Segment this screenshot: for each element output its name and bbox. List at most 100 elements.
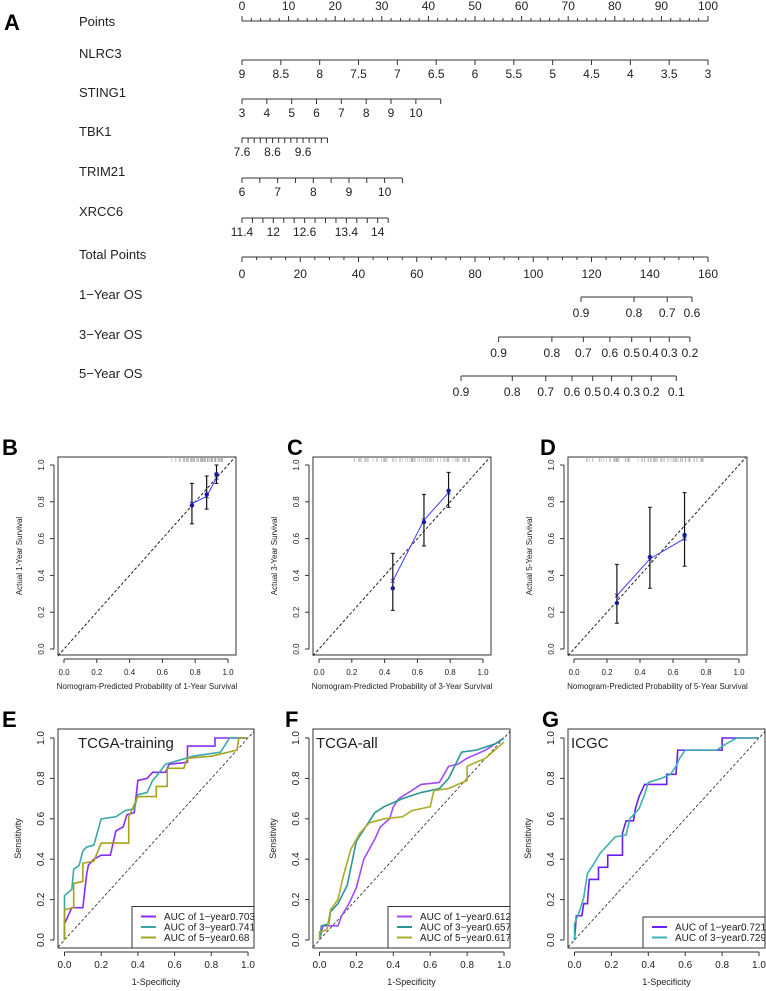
total-points-tick-label: 0 (239, 267, 246, 281)
plot-frame (567, 456, 748, 656)
points-tick-label: 30 (375, 0, 389, 13)
nlrc3-tick-label: 7 (394, 67, 401, 81)
points-tick-label: 40 (422, 0, 436, 13)
x-axis-title: Nomogram-Predicted Probability of 5-Year… (567, 682, 748, 691)
legend-box (642, 916, 766, 949)
x-tick-label: 0.0 (313, 668, 325, 677)
x-tick-label: 0.4 (124, 668, 136, 677)
panel-letter-f: F (285, 707, 298, 732)
os-3-year-tick-label: 0.9 (490, 346, 507, 360)
panel-letter-g: G (542, 707, 559, 732)
roc-curve-5-year (63, 737, 248, 940)
roc-curve-5-year (318, 741, 505, 940)
sting1-tick-label: 8 (363, 106, 370, 120)
x-tick-label: 0.2 (91, 668, 103, 677)
panel-f: 0.0 0.2 0.4 0.6 0.8 1.0 0.0 0.2 0.4 0.6 0.8 1.0 1-Sp… (268, 728, 511, 987)
x-tick-label: 0.2 (349, 960, 363, 971)
observed-point (214, 472, 219, 477)
observed-point (446, 488, 451, 493)
trim21-tick-label: 7 (274, 185, 281, 199)
x-tick-label: 0.8 (715, 960, 729, 971)
os-5-year-tick-label: 0.5 (584, 385, 601, 399)
legend-auc-value: 0.68 (230, 933, 250, 944)
x-tick-label: 0.8 (460, 960, 474, 971)
sting1-tick-label: 6 (313, 106, 320, 120)
points-tick-label: 70 (562, 0, 576, 13)
y-tick-label: 0.0 (37, 643, 46, 655)
plot-frame (567, 728, 766, 949)
row-label-os-1-year: 1−Year OS (79, 287, 143, 302)
x-axis-title: Nomogram-Predicted Probability of 1-Year… (57, 682, 238, 691)
row-label-os-5-year: 5−Year OS (79, 366, 143, 381)
y-tick-label: 0.6 (291, 811, 302, 825)
nlrc3-tick-label: 9 (239, 67, 246, 81)
total-points-tick-label: 140 (640, 267, 660, 281)
y-tick-label: 0.6 (546, 811, 557, 825)
legend-label: AUC of 3−year: (675, 933, 744, 944)
x-tick-label: 0.0 (58, 960, 72, 971)
tbk1-tick-label: 8.6 (264, 145, 281, 159)
os-5-year-tick-label: 0.3 (623, 385, 640, 399)
y-tick-label: 0.4 (37, 569, 46, 581)
os-3-year-tick-label: 0.5 (623, 346, 640, 360)
panel-d: 0.0 0.2 0.4 0.6 0.8 1.0 0.0 0.2 0.4 0.6 0.8 1.0 Nomo… (525, 456, 748, 691)
legend-label: AUC of 1−year: (164, 912, 233, 923)
os-5-year-tick-label: 0.1 (668, 385, 685, 399)
points-tick-label: 20 (329, 0, 343, 13)
row-label-nlrc3: NLRC3 (79, 46, 122, 61)
y-tick-label: 0.2 (547, 606, 556, 618)
reference-diagonal (567, 731, 766, 948)
os-3-year-tick-label: 0.6 (602, 346, 619, 360)
os-1-year-tick-label: 0.8 (626, 306, 643, 320)
x-tick-label: 0.4 (131, 960, 145, 971)
points-tick-label: 10 (282, 0, 296, 13)
nlrc3-tick-label: 4 (627, 67, 634, 81)
y-tick-label: 0.2 (292, 606, 301, 618)
roc-curve-1-year (63, 737, 248, 940)
y-tick-label: 0.0 (547, 643, 556, 655)
y-tick-label: 0.6 (36, 811, 47, 825)
os-5-year-tick-label: 0.4 (603, 385, 620, 399)
row-label-points: Points (79, 14, 116, 29)
legend-auc-value: 0.741 (230, 923, 255, 934)
os-5-year-tick-label: 0.6 (564, 385, 581, 399)
points-tick-label: 60 (515, 0, 529, 13)
roc-curve-3-year (63, 737, 248, 940)
y-tick-label: 0.8 (546, 771, 557, 785)
row-label-os-3-year: 3−Year OS (79, 327, 143, 342)
y-tick-label: 0.4 (546, 852, 557, 866)
x-tick-label: 1.0 (222, 668, 234, 677)
y-axis-title: Sensitivity (523, 818, 533, 859)
y-tick-label: 1.0 (546, 731, 557, 745)
x-axis-title: 1-Specificity (642, 977, 691, 987)
sting1-tick-label: 10 (409, 106, 423, 120)
total-points-tick-label: 80 (468, 267, 482, 281)
legend-auc-value: 0.703 (230, 912, 255, 923)
row-label-sting1: STING1 (79, 85, 126, 100)
xrcc6-tick-label: 13.4 (335, 225, 359, 239)
x-tick-label: 1.0 (241, 960, 255, 971)
y-tick-label: 0.0 (291, 933, 302, 947)
os-1-year-tick-label: 0.9 (573, 306, 590, 320)
reference-diagonal (57, 731, 255, 948)
xrcc6-tick-label: 14 (371, 225, 385, 239)
nlrc3-tick-label: 6 (472, 67, 479, 81)
roc-curve-3-year (573, 737, 759, 940)
panel-letter-a: A (4, 10, 20, 35)
plot-frame (57, 456, 237, 656)
sting1-tick-label: 7 (338, 106, 345, 120)
y-tick-label: 0.0 (36, 933, 47, 947)
x-tick-label: 1.0 (752, 960, 766, 971)
os-3-year-tick-label: 0.8 (544, 346, 561, 360)
x-tick-label: 0.0 (313, 960, 327, 971)
x-tick-label: 1.0 (477, 668, 489, 677)
panel-b: 0.0 0.2 0.4 0.6 0.8 1.0 0.0 0.2 0.4 0.6 0.8 1.0 Nomo… (15, 456, 238, 691)
x-tick-label: 0.8 (204, 960, 218, 971)
x-tick-label: 0.2 (601, 668, 613, 677)
total-points-tick-label: 100 (523, 267, 543, 281)
reference-diagonal (312, 731, 511, 948)
row-label-total-points: Total Points (79, 247, 147, 262)
calibration-line (392, 492, 449, 582)
